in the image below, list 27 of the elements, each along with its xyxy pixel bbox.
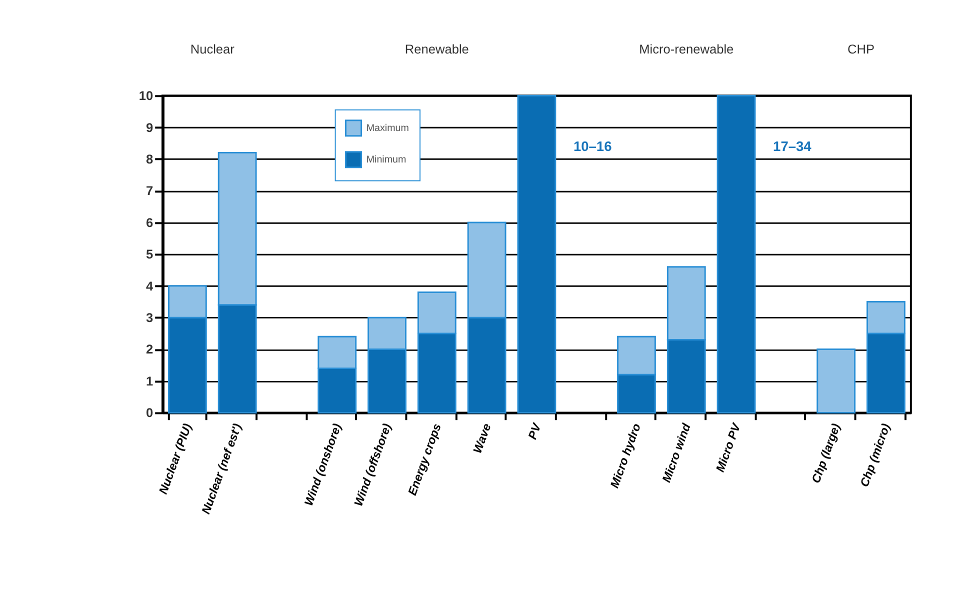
y-tick-label: 4 — [146, 278, 154, 294]
x-tick-label: Micro wind — [659, 420, 694, 484]
bar — [517, 94, 556, 414]
y-tick-label: 8 — [146, 151, 154, 166]
text: Nuclear — [190, 41, 236, 56]
y-tick-label: 2 — [146, 342, 154, 357]
text: Renewable — [404, 41, 469, 56]
legend-label: Minimum — [366, 154, 406, 166]
y-tick-label: 0 — [146, 405, 154, 420]
bar — [816, 348, 856, 414]
legend-label: Maximum — [366, 123, 409, 134]
y-tick-label: 6 — [146, 214, 154, 230]
x-tick-label: Wave — [470, 421, 494, 456]
y-tick-label: 9 — [146, 120, 154, 135]
annotation: 17–34 — [773, 138, 812, 154]
y-tick-label: 1 — [146, 373, 154, 388]
x-tick-label: Micro PV — [712, 420, 744, 474]
y-tick-label: 3 — [146, 310, 154, 326]
y-tick-label: 5 — [146, 246, 154, 262]
text: CHP — [848, 41, 875, 56]
bar — [716, 94, 756, 414]
x-tick-label: Micro hydro — [607, 422, 644, 490]
y-tick-label: 10 — [138, 88, 154, 104]
x-tick-label: PV — [525, 420, 544, 442]
annotation: 10–16 — [573, 138, 612, 154]
text: Micro-renewable — [639, 41, 734, 56]
y-tick-label: 7 — [146, 183, 154, 198]
